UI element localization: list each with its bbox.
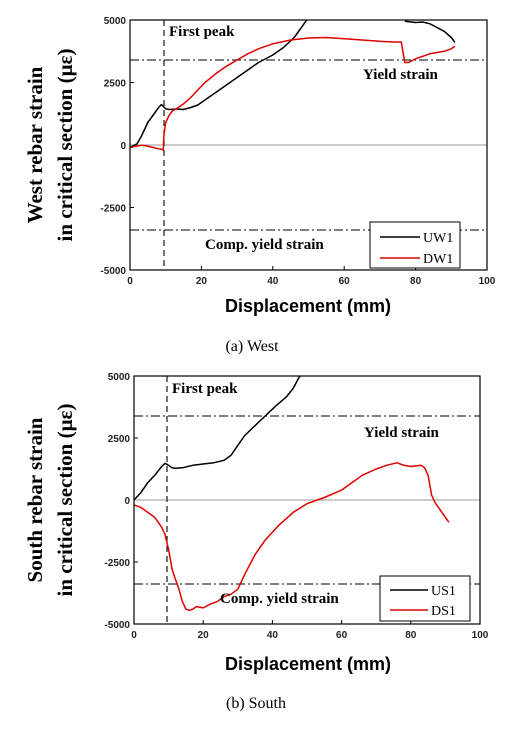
x-axis-label-south: Displacement (mm) bbox=[225, 654, 391, 674]
plot-frame-west bbox=[129, 19, 488, 271]
series-west bbox=[130, 20, 456, 151]
ticks-west: 0 20 40 60 80 100 5000 2500 0 -2500 -5000 bbox=[100, 16, 495, 287]
caption-west: (a) West bbox=[225, 338, 279, 355]
y-axis-label-south: South rebar strain in critical section (… bbox=[23, 404, 77, 597]
series-south bbox=[134, 376, 450, 612]
series-line-uw1-2 bbox=[404, 20, 456, 43]
y-tick-label: 2500 bbox=[104, 79, 127, 90]
x-tick-label: 20 bbox=[198, 630, 210, 641]
x-axis-label-west: Displacement (mm) bbox=[225, 296, 391, 316]
y-tick-label: -5000 bbox=[100, 266, 126, 277]
first-peak-label-west: First peak bbox=[169, 24, 235, 40]
series-line-uw1 bbox=[130, 20, 308, 149]
series-line-dw1 bbox=[130, 36, 456, 151]
comp-yield-label-south: Comp. yield strain bbox=[220, 591, 339, 607]
caption-south: (b) South bbox=[226, 695, 286, 712]
x-tick-label: 60 bbox=[336, 630, 348, 641]
legend-label-ds1: DS1 bbox=[431, 604, 456, 619]
x-tick-label: 20 bbox=[196, 276, 208, 287]
panel-south: South rebar strain in critical section (… bbox=[23, 372, 489, 712]
comp-yield-label-west: Comp. yield strain bbox=[205, 237, 324, 253]
legend-south: US1 DS1 bbox=[379, 575, 471, 622]
plot-frame-south bbox=[133, 375, 481, 625]
x-tick-label: 80 bbox=[405, 630, 417, 641]
y-tick-label: 0 bbox=[124, 496, 130, 507]
y-tick-label: 0 bbox=[120, 141, 126, 152]
y-axis-label-west: West rebar strain in critical section (μ… bbox=[23, 49, 77, 242]
first-peak-label-south: First peak bbox=[172, 381, 238, 397]
x-tick-label: 40 bbox=[267, 276, 279, 287]
ticks-south: 0 20 40 60 80 100 5000 2500 0 -2500 -5000 bbox=[104, 372, 488, 641]
x-tick-label: 0 bbox=[127, 276, 133, 287]
x-tick-label: 80 bbox=[410, 276, 422, 287]
legend-west: UW1 DW1 bbox=[369, 221, 461, 269]
x-tick-label: 0 bbox=[131, 630, 137, 641]
y-tick-label: -2500 bbox=[100, 204, 126, 215]
y-tick-label: 5000 bbox=[104, 16, 127, 27]
legend-label-us1: US1 bbox=[431, 584, 456, 599]
series-line-ds1 bbox=[134, 462, 450, 612]
y-tick-label: -5000 bbox=[104, 620, 130, 631]
yield-label-south: Yield strain bbox=[364, 425, 440, 441]
y-tick-label: -2500 bbox=[104, 558, 130, 569]
y-tick-label: 5000 bbox=[108, 372, 131, 383]
legend-label-dw1: DW1 bbox=[423, 252, 453, 267]
panel-west: West rebar strain in critical section (μ… bbox=[23, 16, 496, 355]
y-axis-label-line2: in critical section (με) bbox=[53, 49, 77, 242]
x-tick-label: 40 bbox=[267, 630, 279, 641]
y-tick-label: 2500 bbox=[108, 434, 131, 445]
yield-label-west: Yield strain bbox=[363, 67, 439, 83]
y-axis-label-line2: in critical section (με) bbox=[53, 404, 77, 597]
x-tick-label: 100 bbox=[479, 276, 496, 287]
y-axis-label-line1: West rebar strain bbox=[23, 66, 47, 223]
x-tick-label: 60 bbox=[339, 276, 351, 287]
legend-label-uw1: UW1 bbox=[423, 231, 453, 246]
y-axis-label-line1: South rebar strain bbox=[23, 417, 47, 582]
x-tick-label: 100 bbox=[472, 630, 489, 641]
series-line-us1 bbox=[134, 376, 301, 501]
